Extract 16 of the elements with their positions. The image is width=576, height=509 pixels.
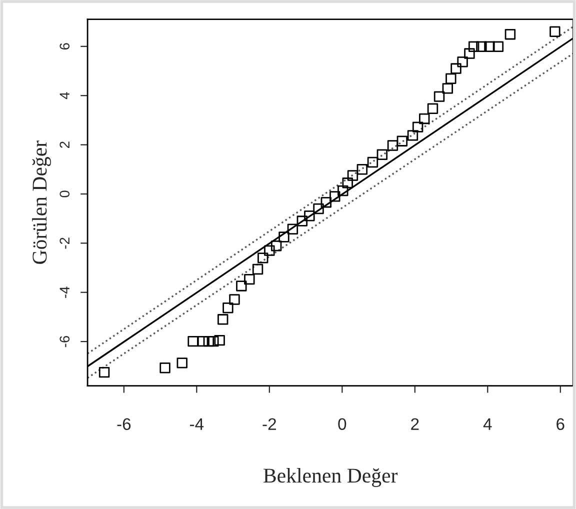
y-axis-title: Görülen Değer: [32, 140, 51, 264]
x-tick-label: 6: [556, 418, 564, 430]
x-tick-label: 0: [338, 418, 346, 430]
y-tick-label: 2: [60, 142, 70, 148]
y-tick-label: 6: [60, 43, 70, 50]
y-tick-label: -6: [60, 336, 70, 348]
y-tick-label: 4: [60, 92, 70, 100]
x-tick-label: -2: [262, 418, 276, 430]
x-tick-label: -6: [117, 418, 131, 430]
x-axis-title: Beklenen Değer: [264, 468, 398, 487]
x-tick-label: -4: [190, 418, 204, 430]
y-tick-label: -2: [60, 238, 70, 249]
x-tick-label: 4: [483, 418, 492, 430]
y-tick-label: -4: [60, 286, 70, 298]
x-tick-label: 2: [411, 418, 419, 430]
y-tick-label: 0: [60, 190, 70, 198]
